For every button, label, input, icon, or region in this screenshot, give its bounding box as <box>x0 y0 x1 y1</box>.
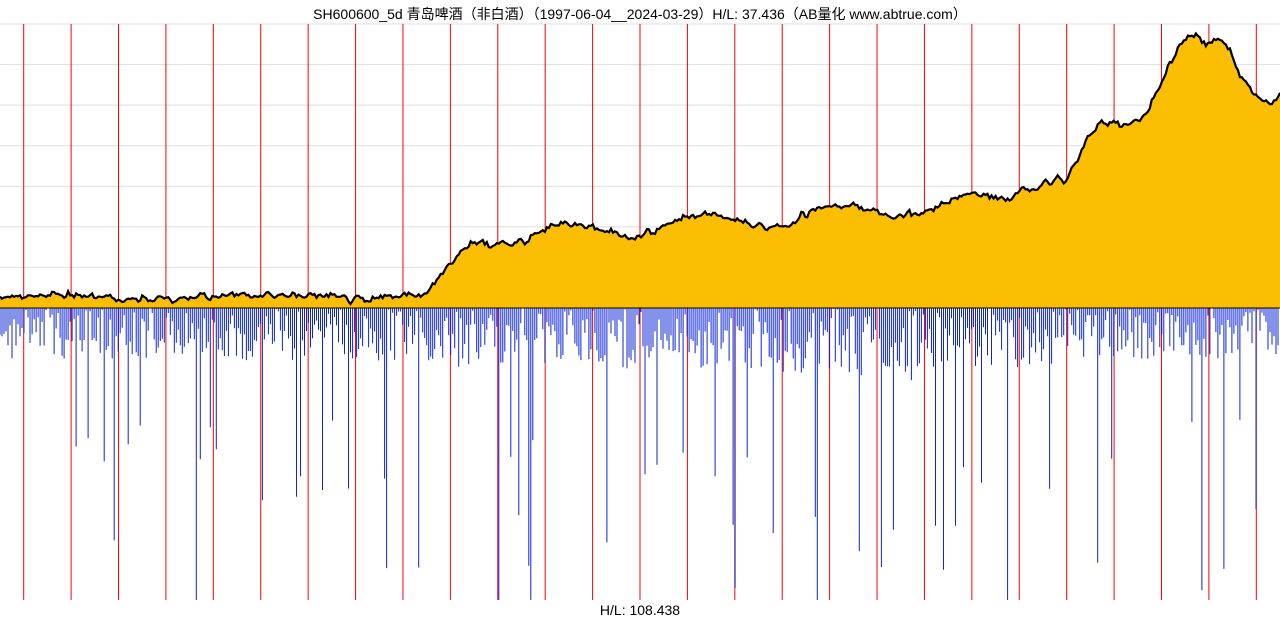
chart-footer: H/L: 108.438 <box>0 602 1280 618</box>
chart-title: SH600600_5d 青岛啤酒（非白酒）（1997-06-04__2024-0… <box>0 4 1280 24</box>
stock-chart: SH600600_5d 青岛啤酒（非白酒）（1997-06-04__2024-0… <box>0 0 1280 620</box>
chart-svg <box>0 0 1280 620</box>
